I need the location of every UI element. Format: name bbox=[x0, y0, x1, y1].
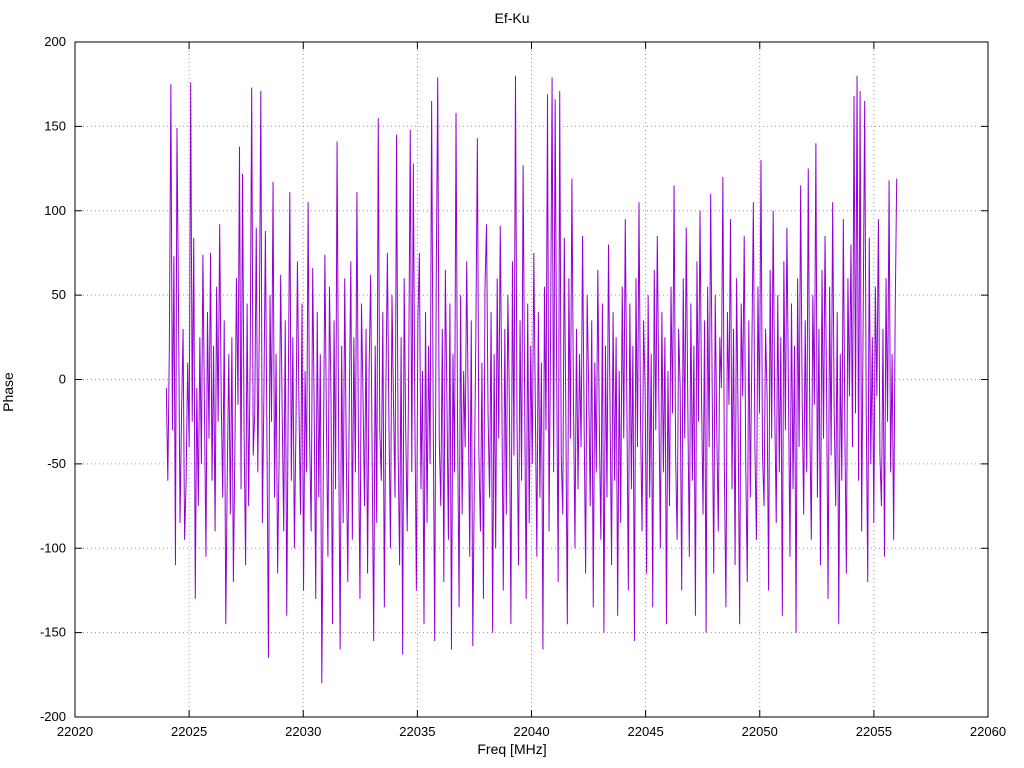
y-tick-label: 0 bbox=[59, 372, 66, 387]
y-tick-label: -150 bbox=[40, 625, 66, 640]
y-axis-label: Phase bbox=[0, 372, 16, 412]
y-tick-label: 100 bbox=[44, 203, 66, 218]
x-tick-label: 22025 bbox=[171, 724, 207, 739]
y-tick-label: -50 bbox=[47, 456, 66, 471]
y-tick-label: 150 bbox=[44, 118, 66, 133]
x-tick-label: 22035 bbox=[399, 724, 435, 739]
x-tick-label: 22040 bbox=[513, 724, 549, 739]
x-tick-label: 22050 bbox=[742, 724, 778, 739]
plot-border bbox=[74, 41, 989, 718]
y-tick-label: 200 bbox=[44, 34, 66, 49]
x-tick-label: 22060 bbox=[970, 724, 1006, 739]
x-tick-label: 22055 bbox=[856, 724, 892, 739]
data-series-line bbox=[165, 75, 898, 684]
chart-title: Ef-Ku bbox=[494, 10, 530, 26]
x-axis-label: Freq [MHz] bbox=[477, 741, 547, 757]
x-tick-label: 22020 bbox=[57, 724, 93, 739]
x-tick-label: 22030 bbox=[285, 724, 321, 739]
y-tick-label: -200 bbox=[40, 709, 66, 724]
y-tick-label: 50 bbox=[52, 287, 66, 302]
y-tick-label: -100 bbox=[40, 540, 66, 555]
x-tick-label: 22045 bbox=[628, 724, 664, 739]
